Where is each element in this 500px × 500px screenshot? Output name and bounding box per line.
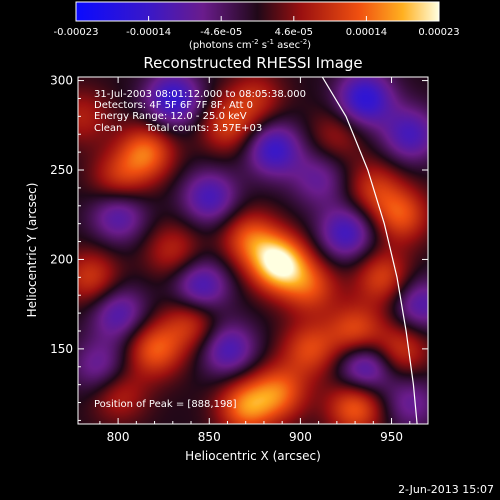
y-tick-label: 250 [50, 163, 73, 177]
y-tick-label: 200 [50, 252, 73, 266]
y-tick-label: 150 [50, 342, 73, 356]
colorbar-tick-label: 0.00023 [418, 27, 459, 38]
colorbar-tick-label: 4.6e-05 [275, 27, 313, 38]
solar-limb-line [321, 77, 418, 424]
y-axis-label: Heliocentric Y (arcsec) [25, 183, 39, 318]
x-tick-label: 950 [380, 430, 403, 444]
colorbar-tick-label: -0.00023 [54, 27, 99, 38]
colorbar-tick-label: -0.00014 [126, 27, 171, 38]
x-axis-ticks: 800 850 900 950 [99, 77, 411, 444]
colorbar-tick-label: -4.6e-05 [200, 27, 242, 38]
annotation-peak-position: Position of Peak = [888,198] [94, 399, 237, 410]
chart-title: Reconstructed RHESSI Image [143, 54, 362, 72]
x-tick-label: 800 [107, 430, 130, 444]
annotation-detectors: Detectors: 4F 5F 6F 7F 8F, Att 0 [94, 100, 253, 111]
annotation-energy-range: Energy Range: 12.0 - 25.0 keV [94, 111, 247, 122]
y-axis-ticks: 150 200 250 300 [50, 74, 428, 421]
colorbar-tick-label: 0.00014 [346, 27, 387, 38]
annotation-time-range: 31-Jul-2003 08:01:12.000 to 08:05:38.000 [94, 89, 306, 100]
date-stamp: 2-Jun-2013 15:07 [398, 483, 494, 496]
heatmap-image [78, 77, 428, 424]
annotation-total-counts: Total counts: 3.57E+03 [145, 123, 262, 134]
x-tick-label: 850 [198, 430, 221, 444]
plot-frame [77, 76, 429, 425]
x-axis-label: Heliocentric X (arcsec) [185, 449, 321, 463]
annotation-clean: Clean [94, 123, 122, 134]
x-tick-label: 900 [289, 430, 312, 444]
colorbar [75, 1, 440, 22]
colorbar-unit-label: (photons cm-2 s-1 asec-2) [189, 38, 311, 51]
colorbar-ticks: -0.00023 -0.00014 -4.6e-05 4.6e-05 0.00014 0.… [54, 16, 460, 38]
y-tick-label: 300 [50, 74, 73, 88]
